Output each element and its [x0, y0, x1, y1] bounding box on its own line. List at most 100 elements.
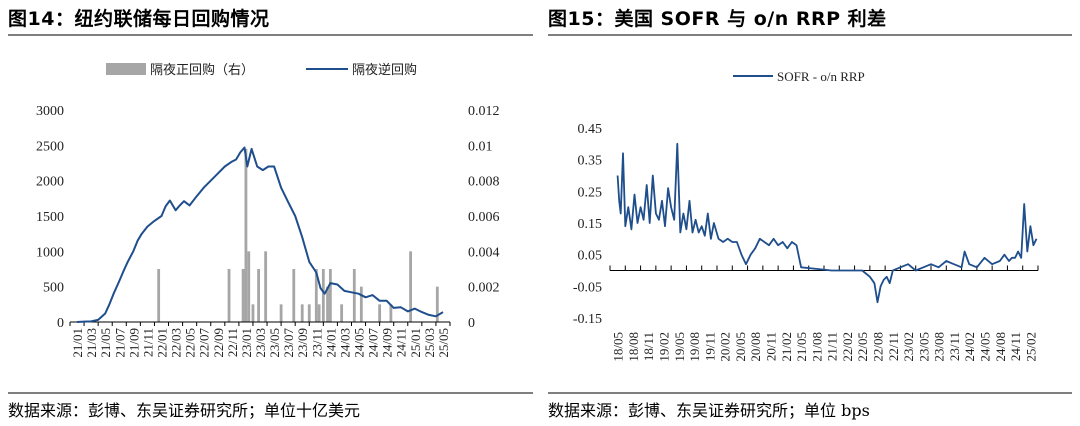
x-tick-label: 25/01	[408, 328, 423, 358]
x-tick-label: 21/09	[126, 328, 141, 358]
left-chart-title: 图14：纽约联储每日回购情况	[8, 8, 270, 30]
x-tick-label: 22/07	[197, 328, 212, 358]
repo-bar	[257, 269, 260, 322]
repo-bar	[157, 269, 161, 322]
x-tick-label: 22/01	[154, 328, 169, 358]
x-tick-label: 20/08	[748, 332, 763, 362]
reverse-repo-line	[76, 146, 444, 323]
repo-bar	[326, 286, 329, 322]
x-tick-label: 21/01	[70, 328, 85, 358]
x-tick-label: 22/08	[871, 332, 886, 362]
repo-bar	[300, 304, 304, 322]
y-right-tick-label: 0.004	[468, 245, 500, 260]
left-top-rule	[8, 34, 533, 36]
x-tick-label: 19/02	[657, 332, 672, 362]
x-tick-label: 24/05	[978, 332, 993, 362]
repo-bar	[247, 251, 251, 322]
y-left-tick-label: 3000	[36, 104, 64, 119]
x-tick-label: 23/05	[916, 332, 931, 362]
y-left-tick-label: 0	[57, 316, 64, 331]
legend-line-label: 隔夜逆回购	[352, 62, 417, 77]
y-right-tick-label: 0.01	[468, 139, 493, 154]
x-tick-label: 21/05	[98, 328, 113, 358]
y-left-tick-label: 1500	[36, 210, 64, 225]
repo-bar	[279, 304, 283, 322]
x-tick-label: 22/11	[225, 328, 240, 357]
right-source-note: 数据来源：彭博、东吴证券研究所；单位 bps	[548, 401, 870, 420]
legend-bar-swatch	[106, 63, 146, 75]
right-top-rule	[548, 34, 1072, 36]
x-tick-label: 22/05	[183, 328, 198, 358]
y-right-tick-label: 0.012	[468, 104, 500, 119]
x-tick-label: 19/11	[702, 332, 717, 361]
x-tick-label: 21/07	[112, 328, 127, 358]
x-tick-label: 22/11	[886, 332, 901, 361]
x-tick-label: 23/03	[253, 328, 268, 358]
x-tick-label: 24/09	[380, 328, 395, 358]
legend-bar-label: 隔夜正回购（右）	[150, 62, 254, 77]
y-tick-label: 0.35	[578, 154, 603, 169]
x-tick-label: 23/11	[947, 332, 962, 361]
x-tick-label: 24/02	[962, 332, 977, 362]
repo-bar	[378, 304, 382, 322]
x-tick-label: 22/03	[169, 328, 184, 358]
x-tick-label: 20/02	[718, 332, 733, 362]
repo-bar	[307, 304, 311, 322]
repo-bar	[314, 269, 318, 322]
x-tick-label: 21/05	[794, 332, 809, 362]
spread-chart: SOFR - o/n RRP -0.15 -0.05 0.05 0.15 0.25 0.35…	[573, 69, 1039, 362]
x-tick-label: 21/03	[84, 328, 99, 358]
x-tick-label: 25/02	[1023, 332, 1038, 362]
y-right-tick-label: 0	[468, 316, 475, 331]
x-tick-label: 22/09	[211, 328, 226, 358]
repo-bar	[227, 269, 231, 322]
repo-bar	[321, 269, 325, 322]
right-chart-title: 图15：美国 SOFR 与 o/n RRP 利差	[548, 8, 887, 30]
x-tick-label: 24/03	[337, 328, 352, 358]
x-tick-label: 23/02	[901, 332, 916, 362]
x-tick-label: 24/11	[1008, 332, 1023, 361]
x-tick-label: 25/03	[422, 328, 437, 358]
repo-bar	[352, 269, 356, 322]
y-right-tick-label: 0.006	[468, 210, 500, 225]
repo-bar	[340, 304, 344, 322]
repo-chart-panel: 图14：纽约联储每日回购情况 隔夜正回购（右） 隔夜逆回购 0 500 1000 1500…	[8, 0, 533, 426]
x-tick-label: 23/08	[932, 332, 947, 362]
y-tick-label: -0.15	[573, 312, 602, 327]
x-tick-label: 20/11	[764, 332, 779, 361]
x-tick-label: 23/05	[267, 328, 282, 358]
repo-bar	[409, 251, 412, 322]
x-tick-label: 21/02	[779, 332, 794, 362]
y-tick-label: 0.45	[578, 122, 603, 137]
right-bottom-rule	[548, 392, 1072, 394]
repo-bar	[251, 304, 255, 322]
repo-bar	[244, 148, 248, 322]
repo-bar	[317, 304, 321, 322]
x-tick-label: 21/11	[140, 328, 155, 357]
legend-line-label: SOFR - o/n RRP	[777, 69, 865, 84]
repo-bar	[359, 286, 363, 322]
y-tick-label: 0.05	[578, 249, 603, 264]
y-tick-label: -0.05	[573, 280, 602, 295]
x-tick-label: 24/01	[323, 328, 338, 358]
x-tick-label: 19/08	[687, 332, 702, 362]
y-left-tick-label: 2000	[36, 175, 64, 190]
spread-chart-panel: 图15：美国 SOFR 与 o/n RRP 利差 SOFR - o/n RRP -…	[548, 0, 1072, 426]
spread-line	[616, 142, 1038, 304]
repo-chart: 隔夜正回购（右） 隔夜逆回购 0 500 1000 1500 2000 2500 3000 0 0.…	[36, 62, 500, 358]
x-tick-label: 18/08	[626, 332, 641, 362]
x-tick-label: 25/05	[436, 328, 451, 358]
x-tick-label: 24/08	[993, 332, 1008, 362]
y-left-tick-label: 1000	[36, 245, 64, 260]
y-right-tick-label: 0.002	[468, 281, 500, 296]
x-tick-label: 18/05	[611, 332, 626, 362]
repo-bar	[389, 304, 393, 322]
x-tick-label: 23/09	[295, 328, 310, 358]
repo-bar	[292, 269, 296, 322]
y-tick-label: 0.25	[578, 185, 603, 200]
x-tick-label: 23/11	[309, 328, 324, 357]
repo-bar	[264, 251, 268, 322]
x-tick-label: 19/05	[672, 332, 687, 362]
x-tick-label: 22/02	[840, 332, 855, 362]
y-tick-label: 0.15	[578, 217, 603, 232]
